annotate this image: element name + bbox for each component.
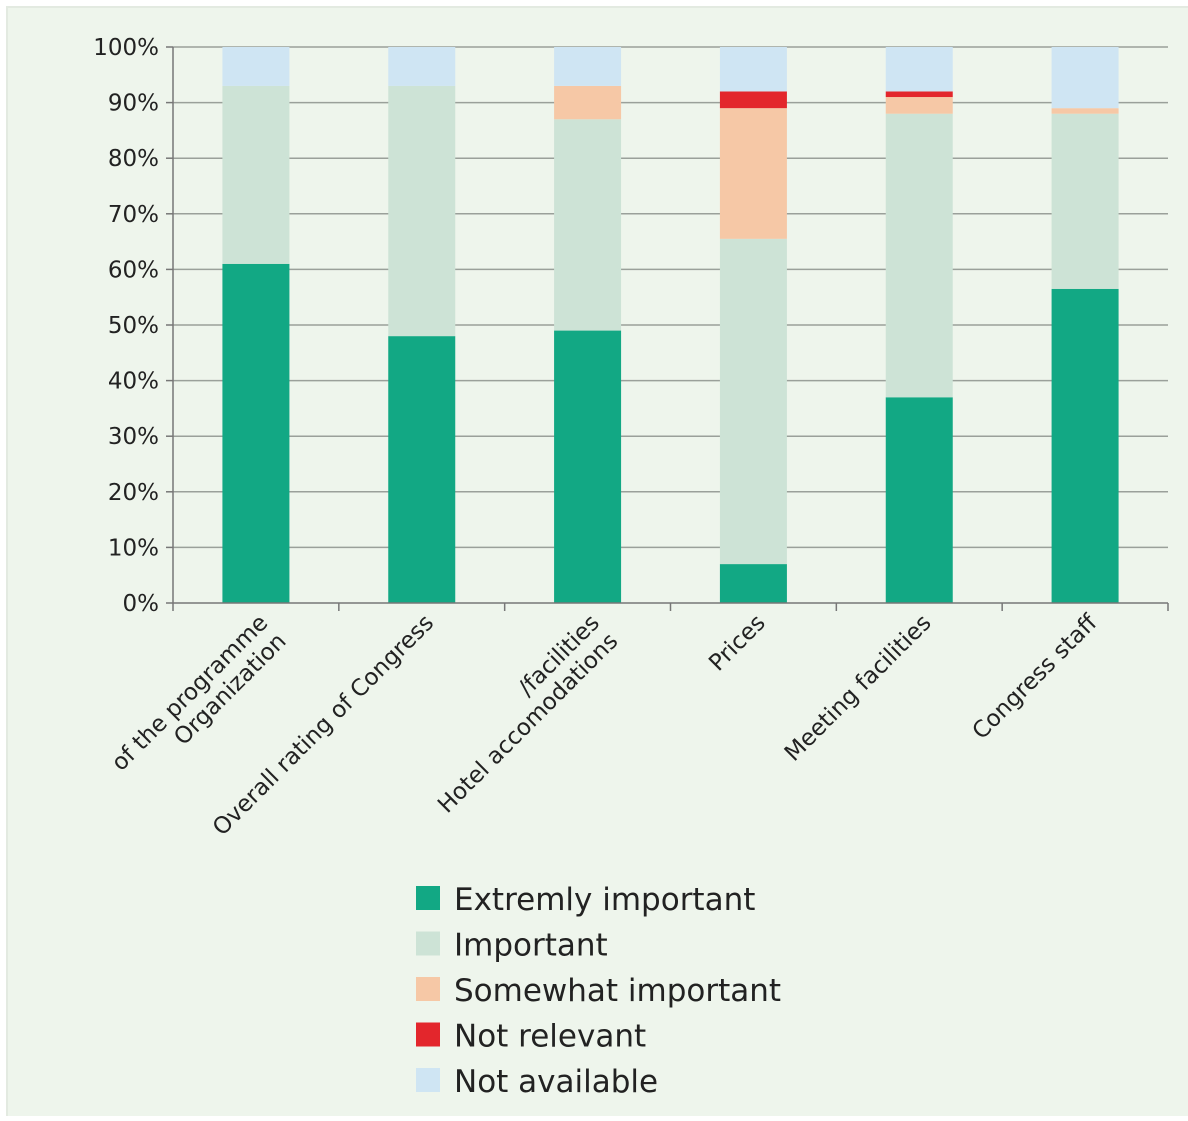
y-tick-label: 10% [108,535,159,561]
y-tick-label: 30% [108,424,159,450]
bar-segment [388,47,456,86]
bar-segment [388,85,456,337]
category-label: Congress staff [968,609,1104,745]
legend-label: Important [454,928,608,964]
y-tick-label: 60% [108,257,159,283]
bar-segment [719,564,787,603]
legend-swatch [416,1022,440,1047]
y-tick-label: 80% [108,146,159,172]
bar-segment [719,47,787,92]
y-tick-label: 20% [108,480,159,506]
bar-segment [719,108,787,239]
category-label: Prices [704,610,771,677]
bar-segment [885,97,953,114]
bar-segment [554,119,622,331]
legend-swatch [416,1068,440,1092]
legend-label: Not available [454,1064,658,1100]
bar-segment [1051,288,1119,603]
legend-label: Extremly important [454,882,755,918]
bar-segment [719,238,787,565]
bar-segment [1051,108,1119,114]
y-tick-label: 100% [93,35,159,61]
legend-label: Not relevant [454,1019,646,1055]
axes [166,46,1169,611]
bar-segment [554,330,622,603]
y-tick-label: 0% [123,591,160,617]
bar-segment [885,47,953,92]
category-label: Hotel accomodations [433,628,623,818]
bar-segment [222,263,290,603]
y-tick-label: 50% [108,313,159,339]
gridlines [173,46,1168,549]
bars [222,47,1119,603]
bar-segment [719,91,787,109]
legend-swatch [416,977,440,1001]
bar-segment [885,113,953,398]
y-tick-label: 40% [108,369,159,395]
bar-segment [885,397,953,603]
bar-segment [222,85,290,264]
legend: Extremly important Important Somewhat impo… [416,882,781,1100]
bar-segment [222,47,290,86]
bar-segment [1051,113,1119,289]
legend-swatch [416,931,440,956]
bar-segment [1051,47,1119,109]
y-tick-label: 90% [108,91,159,117]
category-label: Meeting facilities [780,610,937,767]
bar-segment [885,91,953,98]
y-tick-label: 70% [108,202,159,228]
bar-segment [388,336,456,603]
bar-segment [554,47,622,86]
category-label: of the programme [107,610,273,776]
bar-segment [554,85,622,120]
legend-label: Somewhat important [454,973,781,1009]
legend-swatch [416,886,440,910]
